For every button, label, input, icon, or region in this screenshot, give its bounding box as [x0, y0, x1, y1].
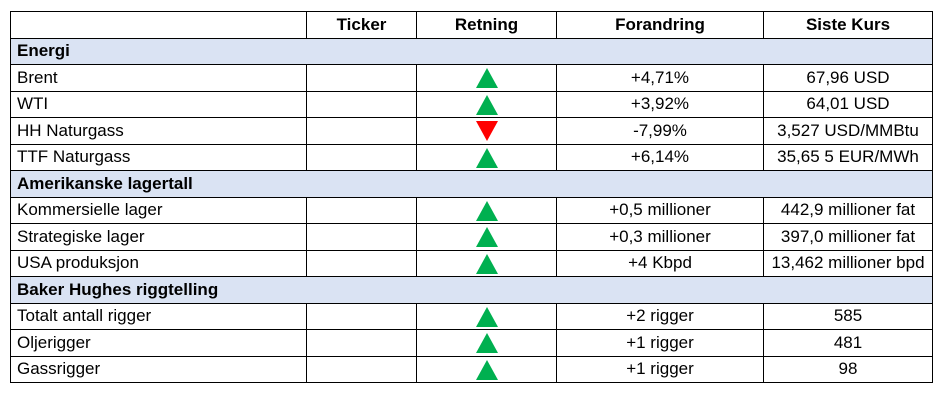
row-change: -7,99% — [556, 117, 764, 145]
row-ticker — [306, 64, 417, 92]
row-name: HH Naturgass — [10, 117, 307, 145]
row-change: +4 Kbpd — [556, 249, 764, 277]
row-name: Kommersielle lager — [10, 196, 307, 224]
section-row: Amerikanske lagertall — [10, 170, 933, 198]
arrow-up-icon — [475, 68, 498, 88]
row-change: +1 rigger — [556, 329, 764, 357]
row-name: Totalt antall rigger — [10, 302, 307, 330]
row-direction — [416, 117, 557, 145]
row-ticker — [306, 355, 417, 383]
row-last: 3,527 USD/MMBtu — [763, 117, 933, 145]
section-title: Baker Hughes riggtelling — [10, 276, 933, 304]
table-row: Kommersielle lager +0,5 millioner 442,9 mi… — [10, 196, 933, 224]
row-name: Brent — [10, 64, 307, 92]
header-last: Siste Kurs — [763, 11, 933, 39]
row-name: USA produksjon — [10, 249, 307, 277]
table-row: Totalt antall rigger +2 rigger 585 — [10, 302, 933, 330]
market-table-container: Ticker Retning Forandring Siste Kurs Ene… — [10, 11, 933, 383]
row-change: +3,92% — [556, 90, 764, 118]
row-ticker — [306, 249, 417, 277]
section-row: Baker Hughes riggtelling — [10, 276, 933, 304]
row-change: +0,5 millioner — [556, 196, 764, 224]
row-direction — [416, 90, 557, 118]
table-row: WTI +3,92% 64,01 USD — [10, 90, 933, 118]
row-last: 442,9 millioner fat — [763, 196, 933, 224]
header-direction: Retning — [416, 11, 557, 39]
table-row: USA produksjon +4 Kbpd 13,462 millioner bp… — [10, 249, 933, 277]
row-direction — [416, 249, 557, 277]
row-direction — [416, 355, 557, 383]
table-row: Brent +4,71% 67,96 USD — [10, 64, 933, 92]
row-last: 585 — [763, 302, 933, 330]
arrow-up-icon — [475, 359, 498, 380]
header-change: Forandring — [556, 11, 764, 39]
row-direction — [416, 196, 557, 224]
row-direction — [416, 329, 557, 357]
arrow-up-icon — [475, 94, 498, 115]
row-direction — [416, 302, 557, 330]
row-name: Strategiske lager — [10, 223, 307, 251]
row-change: +1 rigger — [556, 355, 764, 383]
table-row: HH Naturgass -7,99% 3,527 USD/MMBtu — [10, 117, 933, 145]
row-change: +0,3 millioner — [556, 223, 764, 251]
row-last: 98 — [763, 355, 933, 383]
market-table: Ticker Retning Forandring Siste Kurs Ene… — [10, 11, 933, 383]
arrow-up-icon — [475, 306, 498, 327]
row-ticker — [306, 196, 417, 224]
arrow-up-icon — [475, 227, 498, 247]
row-direction — [416, 143, 557, 171]
row-last: 64,01 USD — [763, 90, 933, 118]
row-name: WTI — [10, 90, 307, 118]
row-ticker — [306, 143, 417, 171]
section-title: Energi — [10, 37, 933, 65]
row-direction — [416, 223, 557, 251]
section-title: Amerikanske lagertall — [10, 170, 933, 198]
table-body: Energi Brent +4,71% 67,96 USD WTI +3,92% 64,01… — [10, 37, 933, 383]
row-last: 13,462 millioner bpd — [763, 249, 933, 277]
row-ticker — [306, 117, 417, 145]
row-change: +2 rigger — [556, 302, 764, 330]
section-row: Energi — [10, 37, 933, 65]
row-ticker — [306, 329, 417, 357]
header-row: Ticker Retning Forandring Siste Kurs — [10, 11, 933, 39]
arrow-up-icon — [475, 333, 498, 353]
row-change: +6,14% — [556, 143, 764, 171]
table-row: Gassrigger +1 rigger 98 — [10, 355, 933, 383]
row-ticker — [306, 223, 417, 251]
header-name — [10, 11, 307, 39]
table-row: TTF Naturgass +6,14% 35,65 5 EUR/MWh — [10, 143, 933, 171]
arrow-down-icon — [475, 121, 498, 141]
table-row: Strategiske lager +0,3 millioner 397,0 mil… — [10, 223, 933, 251]
row-last: 397,0 millioner fat — [763, 223, 933, 251]
row-name: Gassrigger — [10, 355, 307, 383]
arrow-up-icon — [475, 200, 498, 221]
row-direction — [416, 64, 557, 92]
row-last: 481 — [763, 329, 933, 357]
row-last: 35,65 5 EUR/MWh — [763, 143, 933, 171]
row-change: +4,71% — [556, 64, 764, 92]
row-name: TTF Naturgass — [10, 143, 307, 171]
row-name: Oljerigger — [10, 329, 307, 357]
header-ticker: Ticker — [306, 11, 417, 39]
row-ticker — [306, 302, 417, 330]
table-row: Oljerigger +1 rigger 481 — [10, 329, 933, 357]
row-last: 67,96 USD — [763, 64, 933, 92]
arrow-up-icon — [475, 253, 498, 274]
row-ticker — [306, 90, 417, 118]
arrow-up-icon — [475, 147, 498, 168]
